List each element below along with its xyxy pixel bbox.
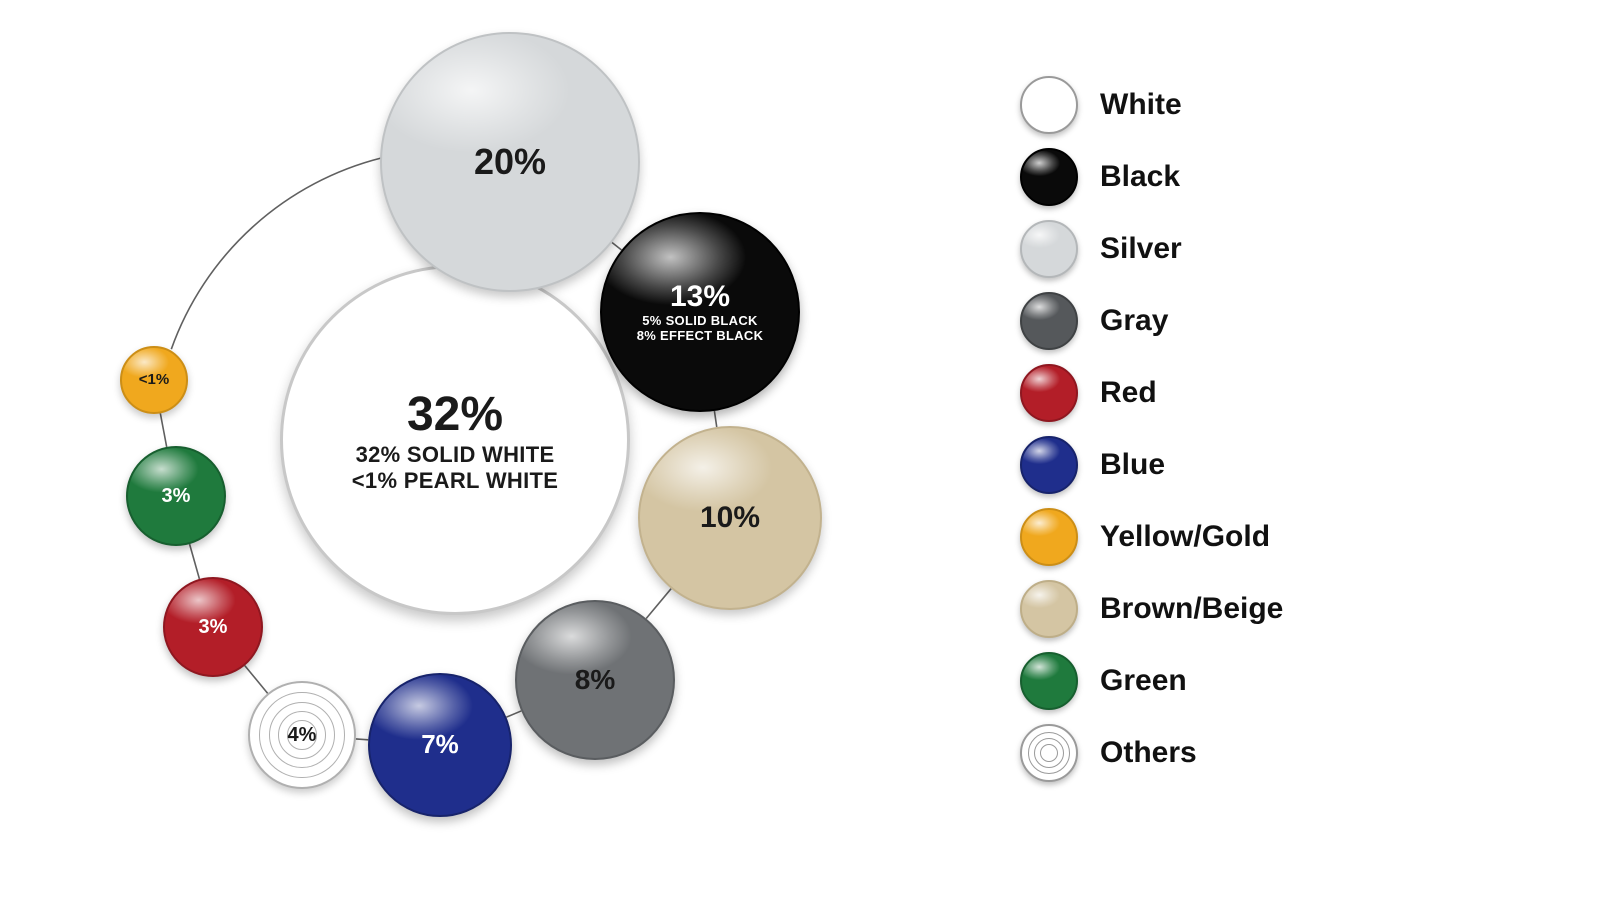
legend-row-beige: Brown/Beige (1020, 580, 1283, 638)
bubble-text: 10% (700, 501, 760, 536)
bubble-sub1: 5% SOLID BLACK (642, 314, 757, 329)
legend-row-black: Black (1020, 148, 1283, 206)
bubble-text: 4% (288, 724, 317, 747)
legend-swatch-black (1020, 148, 1078, 206)
gloss-highlight (1022, 150, 1076, 204)
legend-label-red: Red (1100, 376, 1157, 410)
connector-others-red (245, 666, 268, 694)
bubble-text: 32%32% SOLID WHITE<1% PEARL WHITE (352, 387, 558, 493)
legend-label-black: Black (1100, 160, 1180, 194)
legend-row-blue: Blue (1020, 436, 1283, 494)
bubble-yellow: <1% (120, 346, 188, 414)
bubble-pct: <1% (139, 371, 169, 388)
bubble-silver: 20% (380, 32, 640, 292)
bubble-pct: 4% (288, 724, 317, 747)
legend-swatch-gray (1020, 292, 1078, 350)
bubble-pct: 8% (575, 664, 615, 696)
bubble-pct: 10% (700, 501, 760, 536)
bubble-beige: 10% (638, 426, 822, 610)
gloss-highlight (1022, 438, 1076, 492)
legend-label-white: White (1100, 88, 1182, 122)
legend-swatch-blue (1020, 436, 1078, 494)
connector-blue-others (356, 739, 368, 740)
legend-row-others: Others (1020, 724, 1283, 782)
bubble-blue: 7% (368, 673, 512, 817)
gloss-highlight (1022, 366, 1076, 420)
bubble-red: 3% (163, 577, 263, 677)
gloss-highlight (1022, 582, 1076, 636)
legend-row-white: White (1020, 76, 1283, 134)
bubble-text: <1% (139, 371, 169, 388)
legend-swatch-red (1020, 364, 1078, 422)
legend-swatch-others (1020, 724, 1078, 782)
gloss-highlight (1022, 78, 1076, 132)
connector-beige-gray (646, 589, 671, 619)
legend-row-silver: Silver (1020, 220, 1283, 278)
legend-swatch-white (1020, 76, 1078, 134)
bubble-pct: 3% (199, 616, 228, 639)
bubble-pct: 20% (474, 141, 546, 182)
bubble-pct: 13% (670, 280, 730, 315)
bubble-sub1: 32% SOLID WHITE (356, 442, 555, 467)
legend-swatch-green (1020, 652, 1078, 710)
legend-label-silver: Silver (1100, 232, 1182, 266)
legend-label-others: Others (1100, 736, 1197, 770)
legend-label-blue: Blue (1100, 448, 1165, 482)
infographic-stage: 32%32% SOLID WHITE<1% PEARL WHITE 20% 13%5… (0, 0, 1600, 916)
bubble-pct: 3% (162, 485, 191, 508)
connector-gray-blue (506, 711, 521, 717)
bubble-others: 4% (248, 681, 356, 789)
bubble-white: 32%32% SOLID WHITE<1% PEARL WHITE (280, 265, 630, 615)
legend: White Black Silver Gray Red Blue Yellow/Gold Br… (1020, 76, 1283, 782)
bubble-pct: 32% (407, 387, 503, 442)
bubble-text: 13%5% SOLID BLACK8% EFFECT BLACK (637, 280, 764, 344)
bubble-pct: 7% (421, 730, 459, 760)
bubble-gray: 8% (515, 600, 675, 760)
connector-silver-black (612, 243, 621, 250)
bubble-text: 8% (575, 664, 615, 696)
connector-green-yellow (160, 413, 166, 446)
bubble-text: 3% (199, 616, 228, 639)
legend-row-green: Green (1020, 652, 1283, 710)
gloss-highlight (1022, 222, 1076, 276)
connector-red-green (190, 544, 200, 579)
gloss-highlight (1022, 654, 1076, 708)
legend-label-yellow: Yellow/Gold (1100, 520, 1270, 554)
legend-row-yellow: Yellow/Gold (1020, 508, 1283, 566)
bubble-sub2: <1% PEARL WHITE (352, 468, 558, 493)
bubble-sub2: 8% EFFECT BLACK (637, 329, 764, 344)
gloss-highlight (1022, 510, 1076, 564)
legend-label-beige: Brown/Beige (1100, 592, 1283, 626)
gloss-highlight (1022, 294, 1076, 348)
connector-black-beige (714, 411, 716, 427)
legend-label-gray: Gray (1100, 304, 1168, 338)
bubble-black: 13%5% SOLID BLACK8% EFFECT BLACK (600, 212, 800, 412)
bubble-text: 3% (162, 485, 191, 508)
bubble-green: 3% (126, 446, 226, 546)
legend-swatch-yellow (1020, 508, 1078, 566)
legend-swatch-silver (1020, 220, 1078, 278)
legend-swatch-beige (1020, 580, 1078, 638)
legend-row-gray: Gray (1020, 292, 1283, 350)
bubble-text: 20% (474, 141, 546, 182)
bubble-text: 7% (421, 730, 459, 760)
legend-label-green: Green (1100, 664, 1187, 698)
legend-row-red: Red (1020, 364, 1283, 422)
